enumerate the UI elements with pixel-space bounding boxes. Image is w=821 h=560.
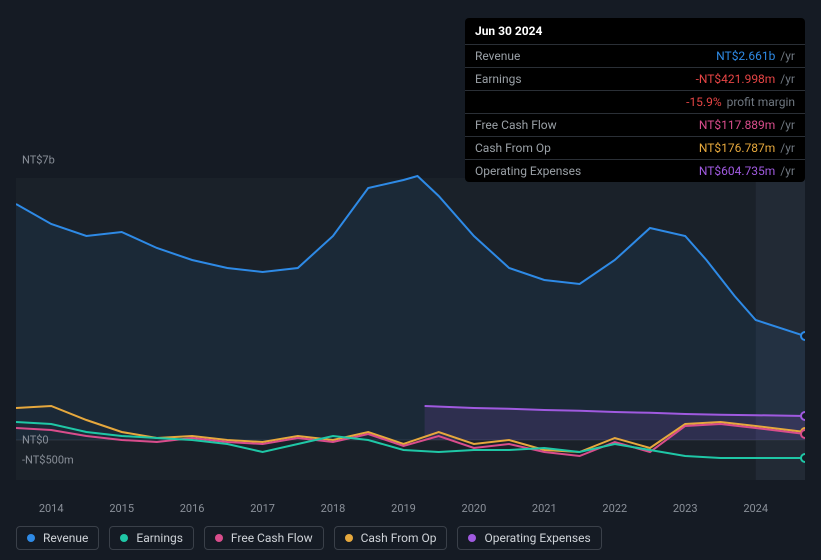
legend-label: Cash From Op bbox=[361, 531, 437, 545]
tooltip-value: NT$176.787m /yr bbox=[699, 141, 795, 155]
x-axis-label: 2023 bbox=[673, 502, 698, 515]
tooltip-row: Free Cash Flow NT$117.889m /yr bbox=[465, 113, 805, 136]
tooltip-label: Cash From Op bbox=[475, 141, 551, 155]
legend-label: Revenue bbox=[43, 531, 88, 545]
legend-dot-icon bbox=[120, 534, 128, 542]
tooltip-label: Operating Expenses bbox=[475, 164, 581, 178]
x-axis-label: 2024 bbox=[743, 502, 768, 515]
legend-item-freeCashFlow[interactable]: Free Cash Flow bbox=[204, 526, 324, 550]
legend-label: Earnings bbox=[136, 531, 183, 545]
x-axis-label: 2016 bbox=[180, 502, 205, 515]
legend-item-earnings[interactable]: Earnings bbox=[109, 526, 194, 550]
legend-dot-icon bbox=[215, 534, 223, 542]
legend-item-revenue[interactable]: Revenue bbox=[16, 526, 99, 550]
financial-chart[interactable] bbox=[16, 160, 805, 480]
tooltip-row: Revenue NT$2.661b /yr bbox=[465, 44, 805, 67]
tooltip-row: Earnings -NT$421.998m /yr bbox=[465, 67, 805, 90]
x-axis-label: 2022 bbox=[602, 502, 627, 515]
legend-item-cashFromOp[interactable]: Cash From Op bbox=[334, 526, 448, 550]
x-axis-label: 2015 bbox=[109, 502, 134, 515]
legend: Revenue Earnings Free Cash Flow Cash From O… bbox=[16, 526, 602, 550]
legend-item-opex[interactable]: Operating Expenses bbox=[457, 526, 601, 550]
x-axis-label: 2021 bbox=[532, 502, 557, 515]
tooltip-card: Jun 30 2024 Revenue NT$2.661b /yr Earnings… bbox=[465, 18, 805, 182]
y-axis-label: NT$0 bbox=[22, 434, 49, 447]
tooltip-value: NT$604.735m /yr bbox=[699, 164, 795, 178]
legend-dot-icon bbox=[345, 534, 353, 542]
y-axis-label: -NT$500m bbox=[22, 454, 74, 467]
x-axis-label: 2020 bbox=[462, 502, 487, 515]
tooltip-row: Operating Expenses NT$604.735m /yr bbox=[465, 159, 805, 182]
legend-label: Operating Expenses bbox=[484, 531, 590, 545]
tooltip-date: Jun 30 2024 bbox=[465, 18, 805, 44]
tooltip-label: Free Cash Flow bbox=[475, 118, 557, 132]
x-axis-label: 2017 bbox=[250, 502, 275, 515]
legend-dot-icon bbox=[27, 534, 35, 542]
tooltip-row: -15.9% profit margin bbox=[465, 90, 805, 113]
tooltip-value: NT$2.661b /yr bbox=[716, 49, 795, 63]
x-axis-label: 2018 bbox=[321, 502, 346, 515]
tooltip-row: Cash From Op NT$176.787m /yr bbox=[465, 136, 805, 159]
x-axis-labels: 2014 2015 2016 2017 2018 2019 2020 2021 2022 2023… bbox=[16, 502, 805, 516]
y-axis-label: NT$7b bbox=[22, 154, 55, 167]
legend-label: Free Cash Flow bbox=[231, 531, 313, 545]
tooltip-value: NT$117.889m /yr bbox=[699, 118, 795, 132]
legend-dot-icon bbox=[468, 534, 476, 542]
chart-area bbox=[16, 160, 805, 500]
tooltip-label: Earnings bbox=[475, 72, 522, 86]
x-axis-label: 2019 bbox=[391, 502, 416, 515]
tooltip-label: Revenue bbox=[475, 49, 520, 63]
x-axis-label: 2014 bbox=[39, 502, 64, 515]
tooltip-value: -NT$421.998m /yr bbox=[696, 72, 795, 86]
